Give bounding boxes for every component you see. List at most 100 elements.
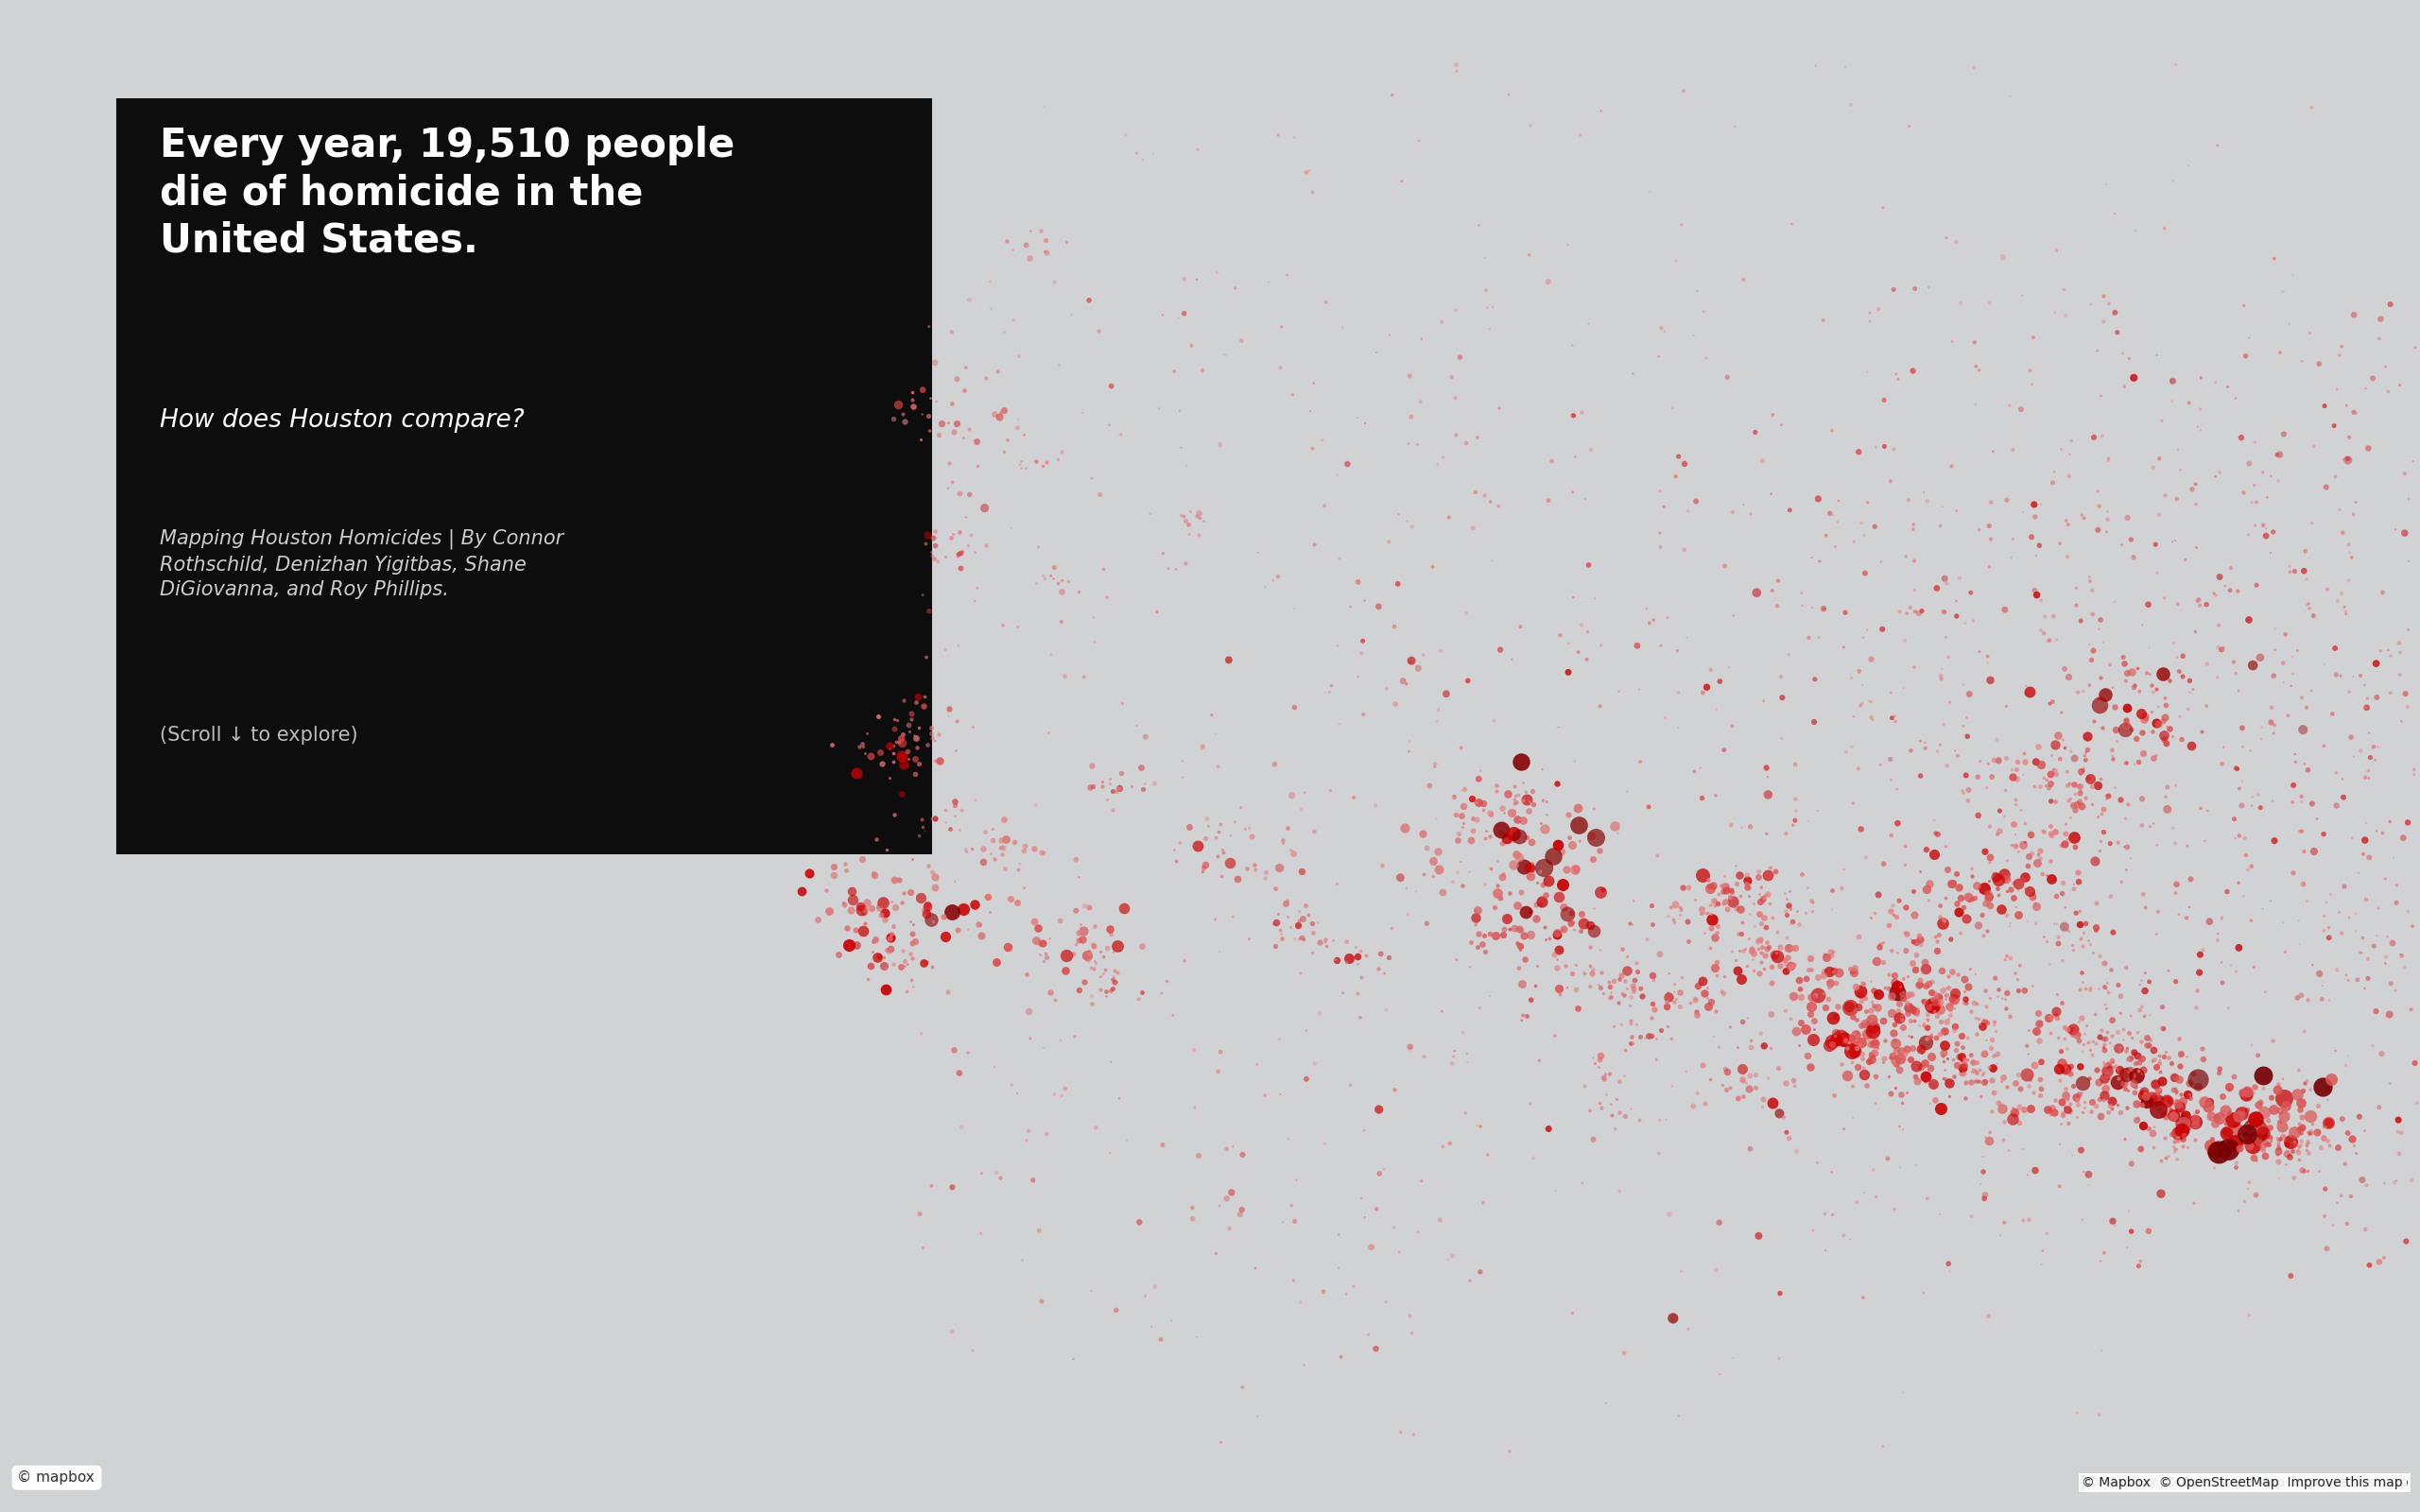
Point [1273,841,1312,865]
Point [2234,785,2272,809]
Point [1776,753,1815,777]
Point [2059,680,2098,705]
Point [2345,673,2384,697]
Point [2306,475,2345,499]
Point [1859,995,1897,1019]
Point [1948,885,1987,909]
Point [1837,1039,1876,1063]
Point [1483,862,1522,886]
Point [1873,903,1912,927]
Point [2347,810,2386,835]
Point [1045,959,1084,983]
Point [2098,1036,2137,1060]
Point [2355,366,2393,390]
Point [2389,487,2420,511]
Point [1817,1005,1856,1030]
Point [1965,1187,2004,1211]
Point [1612,1025,1650,1049]
Point [1118,714,1157,738]
Point [1967,995,2006,1019]
Point [1931,454,1970,478]
Point [2086,996,2125,1021]
Point [2079,804,2118,829]
Point [1791,1054,1830,1078]
Point [2330,540,2369,564]
Point [1026,940,1065,965]
Point [2161,458,2200,482]
Point [1972,1067,2011,1092]
Point [2202,950,2241,974]
Point [1537,922,1575,947]
Point [1767,999,1805,1024]
Point [1754,402,1793,426]
Point [2321,664,2360,688]
Point [1450,956,1488,980]
Point [999,345,1038,369]
Point [2045,1077,2084,1101]
Point [1689,868,1728,892]
Point [2108,662,2147,686]
Point [1203,838,1241,862]
Point [2139,446,2178,470]
Point [1796,983,1834,1007]
Point [1333,1275,1372,1299]
Point [1832,665,1871,689]
Point [2214,807,2253,832]
Point [1902,933,1941,957]
Point [1549,233,1588,257]
Point [1309,680,1348,705]
Point [1413,555,1452,579]
Point [908,950,946,974]
Text: © Mapbox  © OpenStreetMap  Improve this map: © Mapbox © OpenStreetMap Improve this ma… [2081,1476,2403,1489]
Point [1810,959,1849,983]
Point [1099,960,1137,984]
Point [2137,1093,2176,1117]
Point [1493,647,1532,671]
Point [1261,918,1300,942]
Point [1917,1004,1955,1028]
Point [1551,912,1590,936]
Point [1735,942,1774,966]
Point [1856,950,1895,974]
Point [2067,741,2105,765]
Point [946,838,985,862]
Point [1989,848,2028,872]
Point [1159,399,1198,423]
Point [2079,479,2118,503]
Point [806,878,845,903]
Point [1701,874,1740,898]
Point [2115,1072,2154,1096]
Point [2040,531,2079,555]
Point [1897,930,1936,954]
Point [1452,786,1491,810]
Point [1440,821,1479,845]
Point [1169,513,1208,537]
Point [1921,996,1960,1021]
Point [1994,1095,2033,1119]
Point [1016,449,1055,473]
Point [2033,689,2072,714]
Point [934,420,973,445]
Point [1876,1012,1914,1036]
Point [871,736,910,761]
Point [1994,438,2033,463]
Point [1558,795,1597,820]
Point [932,321,970,345]
Point [2074,1090,2113,1114]
Point [1747,937,1786,962]
Point [1539,715,1578,739]
Point [1074,933,1113,957]
Point [997,891,1036,915]
Point [1921,514,1960,538]
Point [2171,1086,2209,1110]
Point [1268,889,1307,913]
Point [1854,993,1892,1018]
Point [1929,1084,1967,1108]
Point [1580,972,1619,996]
Point [2069,673,2108,697]
Point [1907,1069,1946,1093]
Point [1401,1169,1440,1193]
Point [1885,1042,1924,1066]
Point [1675,324,1713,348]
Point [1704,965,1742,989]
